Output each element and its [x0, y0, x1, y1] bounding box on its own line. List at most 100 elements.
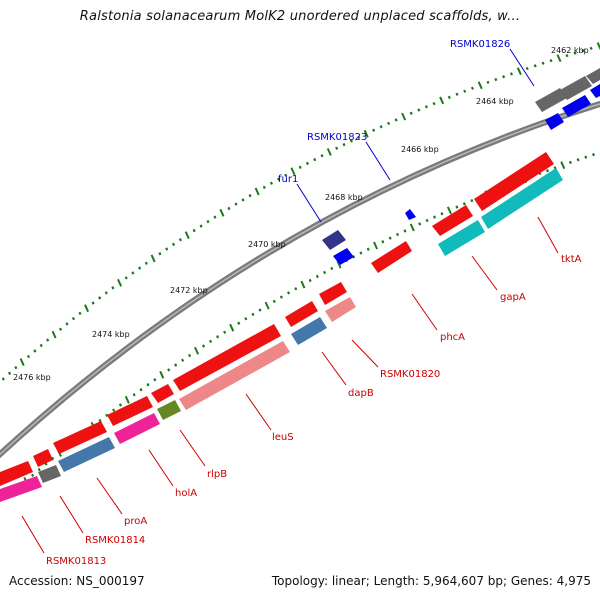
- gene-label-RSMK01813[interactable]: RSMK01813: [46, 556, 106, 567]
- gene-arrow[interactable]: [560, 76, 592, 100]
- feature-fur1-blue[interactable]: [333, 248, 354, 265]
- kbp-label: 2462 kbp: [551, 46, 589, 55]
- gene-arrow[interactable]: [291, 317, 327, 345]
- scale-tick: [144, 261, 148, 265]
- scale-tick: [455, 205, 459, 209]
- gene-label-gapA[interactable]: gapA: [500, 292, 526, 303]
- scale-tick: [241, 198, 245, 202]
- scale-tick: [323, 270, 327, 275]
- scale-tick: [409, 111, 413, 115]
- feature-rsmk01823[interactable]: [405, 209, 416, 220]
- scale-tick: [549, 58, 553, 63]
- scale-tick: [14, 366, 18, 370]
- gene-arrow[interactable]: [58, 437, 115, 472]
- gene-arrow[interactable]: [38, 465, 61, 483]
- scale-tick: [394, 118, 398, 122]
- scale-tick: [146, 383, 150, 387]
- scale-tick: [300, 280, 306, 289]
- gene-arrow[interactable]: [157, 400, 181, 420]
- topology-text: Topology: linear; Length: 5,964,607 bp; …: [271, 574, 591, 588]
- gene-label-RSMK01820[interactable]: RSMK01820: [380, 369, 440, 380]
- scale-tick: [8, 371, 12, 375]
- scale-tick: [470, 198, 474, 203]
- scale-tick: [568, 160, 572, 165]
- gene-arrow[interactable]: [173, 324, 281, 391]
- scale-tick: [46, 338, 50, 342]
- scale-tick: [131, 271, 135, 275]
- gene-arrow[interactable]: [438, 220, 485, 256]
- scale-tick: [91, 301, 95, 305]
- scale-tick: [596, 42, 600, 50]
- gene-arrow[interactable]: [114, 413, 160, 444]
- scale-tick: [589, 46, 593, 51]
- accession-text: Accession: NS_000197: [9, 574, 145, 588]
- scale-tick: [294, 287, 298, 291]
- scale-tick: [462, 202, 466, 206]
- gene-label-holA[interactable]: holA: [175, 488, 197, 499]
- scale-tick: [455, 92, 459, 96]
- gene-arrow[interactable]: [179, 341, 290, 410]
- scale-tick: [432, 215, 437, 219]
- scale-tick: [206, 219, 210, 224]
- gene-label-rlpB[interactable]: rlpB: [207, 469, 227, 480]
- scale-tick: [33, 349, 37, 353]
- gene-arrow[interactable]: [319, 282, 347, 305]
- gene-arrow[interactable]: [285, 301, 318, 327]
- gene-arrow[interactable]: [590, 84, 600, 98]
- gene-arrow[interactable]: [371, 241, 412, 273]
- scale-tick: [272, 299, 276, 304]
- scale-tick: [219, 208, 225, 217]
- scale-tick: [418, 222, 422, 226]
- gene-arrow[interactable]: [0, 461, 33, 486]
- gene-track-top: [322, 68, 600, 265]
- gene-arrow[interactable]: [586, 68, 600, 84]
- scale-tick: [359, 251, 363, 255]
- gene-label-phcA[interactable]: phcA: [440, 332, 465, 343]
- gene-label-RSMK01826[interactable]: RSMK01826: [450, 39, 510, 50]
- gene-label-tktA[interactable]: tktA: [561, 254, 582, 265]
- scale-tick: [184, 231, 190, 240]
- gene-arrow[interactable]: [325, 297, 356, 322]
- scale-tick: [71, 316, 76, 321]
- gene-arrow[interactable]: [481, 168, 563, 229]
- feature-fur1-navy[interactable]: [322, 230, 346, 250]
- gene-label-dapB[interactable]: dapB: [348, 388, 374, 399]
- scale-tick: [556, 54, 562, 63]
- gene-arrow[interactable]: [33, 449, 53, 467]
- gene-arrow[interactable]: [0, 476, 42, 502]
- scale-tick: [440, 212, 444, 216]
- scale-tick: [330, 266, 334, 271]
- scale-tick: [159, 370, 165, 379]
- gene-arrow[interactable]: [53, 421, 107, 454]
- gene-label-fur1[interactable]: fur1: [278, 174, 298, 185]
- gene-label-proA[interactable]: proA: [124, 516, 147, 527]
- scale-tick: [216, 335, 220, 339]
- gene-label-leuS[interactable]: leuS: [272, 432, 294, 443]
- scale-tick: [213, 215, 217, 219]
- gene-arrow[interactable]: [151, 384, 174, 403]
- gene-labels: tktA gapA phcA RSMK01820 dapB leuS rlpB …: [46, 39, 582, 567]
- scale-tick: [248, 194, 252, 198]
- gene-arrow[interactable]: [535, 88, 567, 112]
- scale-tick: [470, 86, 475, 90]
- gene-arrow[interactable]: [545, 113, 564, 130]
- gene-arrow[interactable]: [474, 152, 554, 211]
- scale-tick: [573, 51, 577, 55]
- scale-tick: [234, 202, 238, 206]
- scale-tick: [388, 236, 392, 240]
- gene-label-RSMK01823[interactable]: RSMK01823: [307, 132, 367, 143]
- scale-tick: [279, 295, 283, 299]
- scale-tick: [264, 301, 270, 310]
- gene-arrow[interactable]: [107, 396, 153, 426]
- kbp-label: 2468 kbp: [325, 193, 363, 202]
- scale-tick: [313, 157, 317, 162]
- gene-label-RSMK01814[interactable]: RSMK01814: [85, 535, 145, 546]
- map-title: Ralstonia solanacearum MolK2 unordered u…: [79, 9, 521, 24]
- scale-tick: [84, 304, 90, 313]
- gene-arrow[interactable]: [562, 95, 591, 117]
- scale-tick: [192, 228, 196, 233]
- gene-arrow[interactable]: [432, 205, 473, 236]
- label-leaders: [21, 48, 559, 554]
- scale-tick: [39, 343, 43, 348]
- scale-tick: [502, 75, 506, 79]
